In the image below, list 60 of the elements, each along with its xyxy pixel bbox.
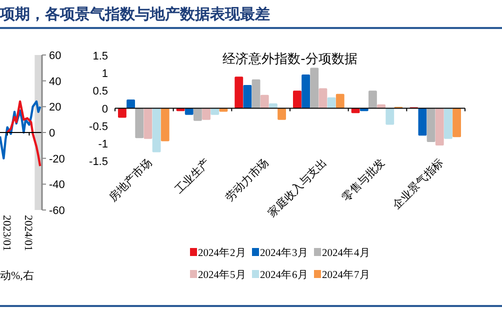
bar [368,90,377,108]
y-tick-label: 0 [49,128,56,140]
bar [152,108,161,152]
line-series [0,100,42,160]
bar [318,88,328,108]
bar [377,104,386,108]
bar [135,108,144,138]
bar [252,79,260,108]
bar [144,108,152,139]
bar [243,85,252,108]
bar [435,108,444,146]
y-tick-label: 60 [49,50,62,62]
y-tick-label: 40 [49,76,62,88]
bar [302,74,310,108]
bar [234,76,244,108]
bar [278,108,286,120]
line-series [6,100,42,168]
bar [118,108,126,118]
x-tick-label: 劳动力市场 [222,156,271,204]
text: 动%,右 [0,270,34,282]
legend-label: 2024年7月 [322,269,370,281]
y-tick-label: 1 [102,68,108,80]
x-tick-label: 零售与批发 [340,156,388,204]
bar [260,94,269,108]
bar [452,108,461,138]
bar [386,108,394,125]
bar [293,90,302,108]
y-tick-label: -1.5 [89,156,108,168]
x-tick-label: 工业生产 [172,156,213,196]
y-tick-label: -40 [49,179,65,192]
chart-title: 经济意外指数-分项数据 [222,52,358,67]
bar [126,99,135,108]
y-tick-label: 0 [102,103,108,116]
y-tick-label: -0.5 [89,120,108,133]
bar [327,97,336,108]
text: 项期，各项景气指数与地产数据表现最差 [0,6,270,23]
y-tick-label: 1.5 [92,50,108,62]
x-tick-label: 2023/01 [0,215,12,252]
y-tick-label: -20 [49,153,65,166]
bar [426,108,436,142]
legend-label: 2024年2月 [198,247,246,259]
bar [310,68,319,108]
bar [202,108,210,120]
x-tick-label: 2024/01 [22,215,34,252]
bar [194,108,202,121]
x-tick-label: 房地产市场 [106,156,154,204]
bar [418,108,427,136]
legend-label: 2024年3月 [260,247,308,259]
y-tick-label: 0.5 [92,86,108,98]
bar [160,108,170,142]
y-tick-label: 20 [49,102,62,114]
bar [444,108,452,139]
legend-label: 2024年6月 [260,269,308,281]
y-tick-label: -60 [49,205,65,217]
y-tick-label: -1 [98,138,108,150]
bar [269,103,278,108]
legend-label: 2024年4月 [322,247,370,259]
x-tick-label: 企业景气指标 [390,156,446,212]
bar [336,94,344,108]
legend-label: 2024年5月 [198,269,246,281]
